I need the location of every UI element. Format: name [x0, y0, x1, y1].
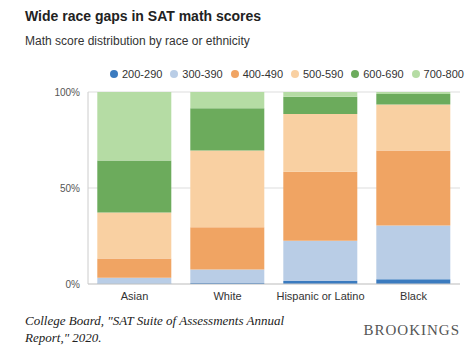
html-text:College Board, "SAT Suite of A: College Board, "SAT Suite of Assessments…	[25, 313, 285, 345]
svg-text:0%: 0%	[66, 279, 81, 290]
html-text:Wide race gaps in SAT math sco: Wide race gaps in SAT math scores	[25, 8, 262, 24]
html-text:Math score distribution by rac: Math score distribution by race or ethni…	[25, 34, 250, 48]
svg-text:Asian: Asian	[121, 290, 149, 302]
html-text:400-490: 400-490	[242, 68, 283, 80]
html-text:600-690: 600-690	[363, 68, 404, 80]
html-text:500-590: 500-590	[302, 68, 344, 80]
svg-text:50%: 50%	[60, 183, 80, 194]
html-text:300-390: 300-390	[182, 68, 223, 80]
html-text:BROOKINGS: BROOKINGS	[363, 322, 460, 338]
svg-text:100%: 100%	[54, 87, 80, 98]
svg-text:Black: Black	[400, 290, 427, 302]
html-text:700-800: 700-800	[423, 68, 464, 80]
svg-text:Hispanic or Latino: Hispanic or Latino	[276, 290, 364, 302]
html-text:200-290: 200-290	[122, 68, 163, 80]
svg-text:White: White	[213, 290, 241, 302]
